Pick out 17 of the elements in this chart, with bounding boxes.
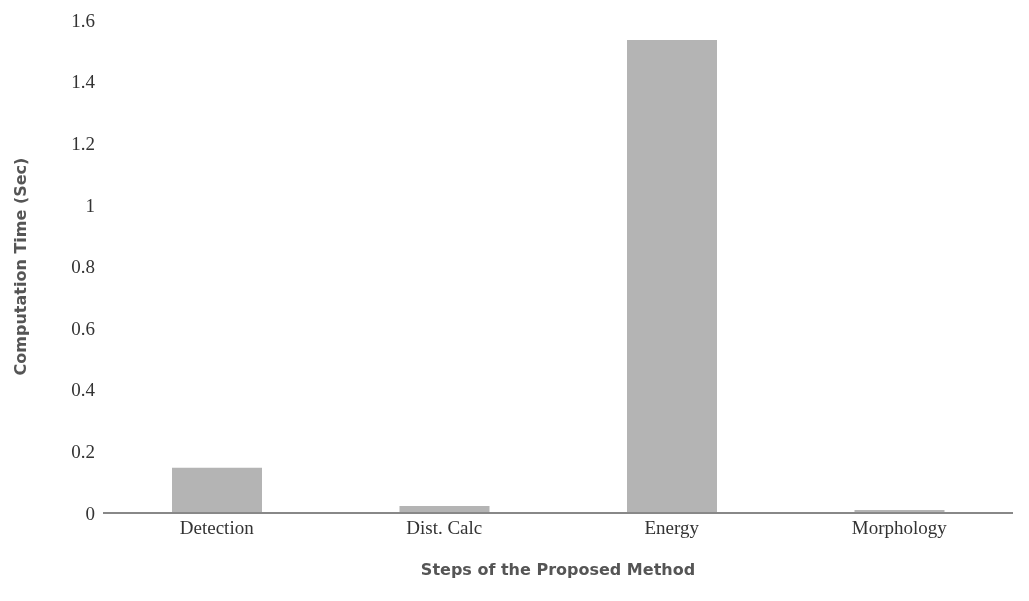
x-tick-label: Detection <box>179 517 255 539</box>
x-tick-label: Morphology <box>851 517 948 539</box>
x-axis-title: Steps of the Proposed Method <box>420 560 696 579</box>
y-tick-label: 1 <box>85 194 95 216</box>
bar <box>627 40 717 513</box>
y-axis-title: Computation Time (Sec) <box>10 157 30 376</box>
y-tick-label: 0 <box>85 502 95 524</box>
y-tick-label: 0.4 <box>71 379 96 401</box>
y-tick-label: 1.2 <box>71 132 95 154</box>
y-tick-label: 0.6 <box>71 317 95 339</box>
x-tick-label: Dist. Calc <box>406 517 483 539</box>
y-tick-label: 0.8 <box>71 256 95 278</box>
y-tick-label: 1.4 <box>71 71 96 93</box>
y-tick-label: 1.6 <box>71 9 95 31</box>
x-tick-label: Energy <box>644 517 700 539</box>
bar <box>172 467 262 513</box>
y-tick-label: 0.2 <box>71 441 95 463</box>
